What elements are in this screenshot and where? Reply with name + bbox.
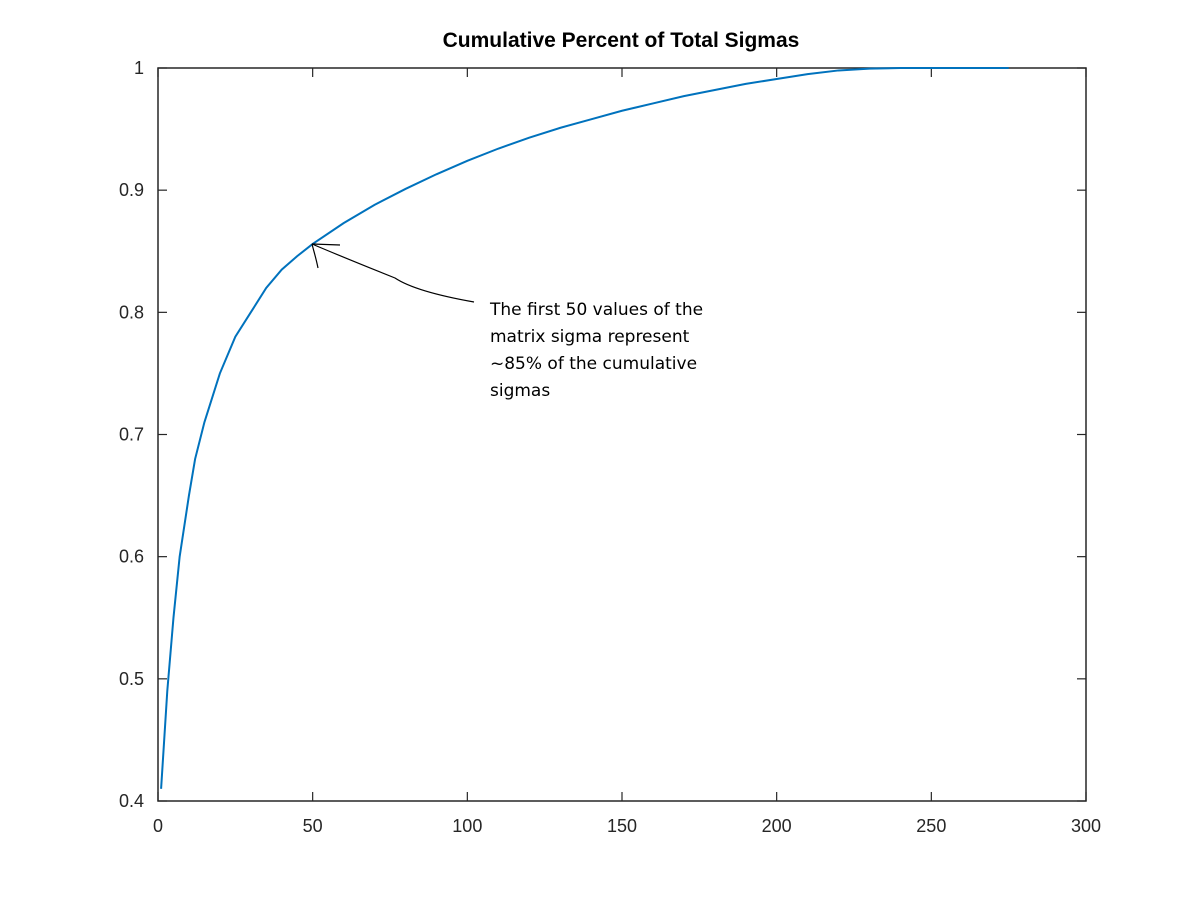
x-tick-label: 300 (1071, 816, 1101, 836)
y-tick-label: 0.4 (119, 791, 144, 811)
annotation: The first 50 values of the matrix sigma … (311, 243, 703, 401)
y-tick-label: 0.6 (119, 547, 144, 567)
series-line (160, 67, 1009, 789)
plot-area (157, 67, 1087, 802)
annotation-line-2: matrix sigma represent (490, 327, 690, 347)
annotation-line-4: sigmas (490, 381, 550, 401)
x-tick-label: 0 (153, 816, 163, 836)
y-tick-label: 0.8 (119, 302, 144, 322)
y-tick-label: 0.7 (119, 425, 144, 445)
x-tick-label: 50 (303, 816, 323, 836)
axis-ticks (157, 67, 1087, 802)
annotation-line-3: ~85% of the cumulative (490, 354, 697, 374)
chart-title: Cumulative Percent of Total Sigmas (443, 29, 800, 52)
annotation-arrow-head (311, 243, 341, 269)
x-tick-label: 100 (452, 816, 482, 836)
y-tick-label: 0.5 (119, 669, 144, 689)
x-tick-label: 200 (762, 816, 792, 836)
x-tick-label: 250 (916, 816, 946, 836)
x-axis-tick-labels: 0 50 100 150 200 250 300 (153, 816, 1101, 836)
y-tick-label: 0.9 (119, 180, 144, 200)
y-tick-label: 1 (134, 58, 144, 78)
annotation-line-1: The first 50 values of the (489, 300, 703, 320)
x-tick-label: 150 (607, 816, 637, 836)
y-axis-tick-labels: 0.4 0.5 0.6 0.7 0.8 0.9 1 (119, 58, 144, 811)
annotation-arrow-line (311, 243, 475, 303)
